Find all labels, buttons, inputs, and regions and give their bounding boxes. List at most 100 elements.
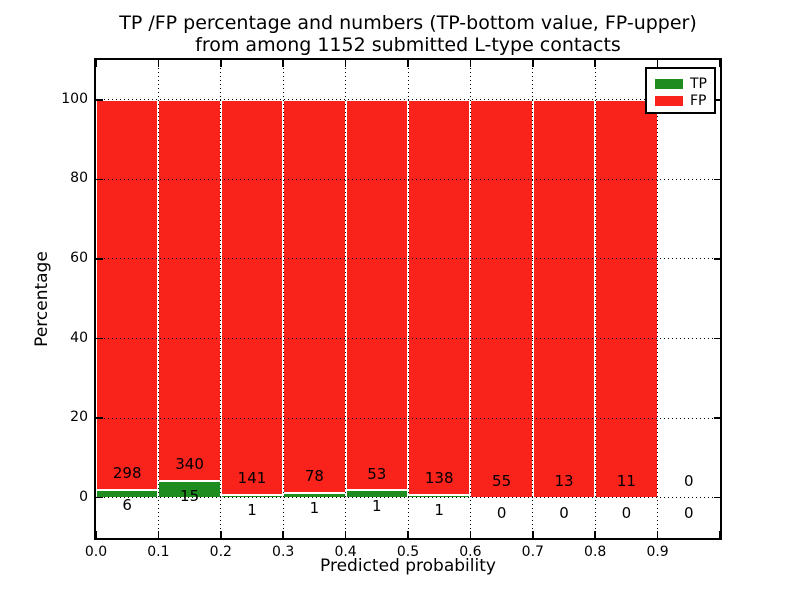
x-tick-mark bbox=[532, 531, 534, 538]
y-tick-label: 60 bbox=[70, 249, 88, 266]
vertical-gridline bbox=[594, 60, 596, 538]
x-tick-mark-top bbox=[594, 60, 596, 67]
fp-count-label: 0 bbox=[684, 472, 694, 491]
chart-title-line1: TP /FP percentage and numbers (TP-bottom… bbox=[119, 12, 697, 34]
y-tick-mark bbox=[96, 178, 103, 181]
y-tick-mark-right bbox=[713, 178, 720, 181]
fp-count-label: 53 bbox=[367, 464, 387, 483]
x-axis-label: Predicted probability bbox=[320, 556, 496, 576]
x-tick-mark-top bbox=[282, 60, 284, 67]
fp-bar-segment bbox=[283, 99, 346, 493]
fp-count-label: 141 bbox=[237, 469, 267, 488]
x-tick-mark bbox=[719, 531, 721, 538]
x-tick-mark bbox=[656, 531, 659, 538]
fp-bar-segment bbox=[532, 99, 596, 498]
fp-count-label: 78 bbox=[304, 467, 324, 486]
fp-bar-segment bbox=[96, 99, 159, 490]
tp-count-label: 1 bbox=[434, 501, 444, 520]
x-tick-label: 0.1 bbox=[147, 544, 170, 560]
fp-count-label: 13 bbox=[554, 472, 574, 491]
fp-bar-segment bbox=[220, 99, 284, 495]
tp-count-label: 0 bbox=[496, 504, 507, 523]
tp-count-label: 6 bbox=[122, 496, 132, 515]
x-tick-label: 0.5 bbox=[396, 544, 420, 560]
tp-legend-label: TP bbox=[690, 75, 707, 92]
y-tick-mark-right bbox=[713, 258, 720, 260]
y-tick-label: 20 bbox=[70, 409, 88, 426]
y-tick-mark-right bbox=[713, 496, 720, 499]
y-tick-label: 80 bbox=[70, 170, 88, 187]
chart-title: TP /FP percentage and numbers (TP-bottom… bbox=[96, 12, 720, 56]
x-tick-label: 0.3 bbox=[272, 544, 295, 560]
fp-bar-segment bbox=[595, 99, 658, 498]
x-tick-mark bbox=[282, 531, 284, 538]
x-tick-mark bbox=[469, 531, 472, 538]
fp-bar-segment bbox=[408, 99, 471, 495]
x-tick-mark-top bbox=[532, 60, 534, 67]
x-tick-mark-top bbox=[719, 60, 721, 67]
x-tick-label: 0.7 bbox=[521, 544, 544, 560]
vertical-gridline bbox=[220, 60, 222, 538]
x-tick-mark-top bbox=[469, 60, 472, 67]
y-tick-mark-right bbox=[713, 99, 720, 101]
x-tick-mark bbox=[220, 531, 222, 538]
vertical-gridline bbox=[532, 60, 534, 538]
vertical-gridline bbox=[345, 60, 347, 538]
y-tick-mark bbox=[96, 258, 103, 260]
y-tick-mark bbox=[96, 337, 103, 340]
x-tick-mark-top bbox=[157, 60, 160, 67]
x-tick-mark-top bbox=[95, 60, 97, 67]
y-tick-mark bbox=[96, 417, 103, 419]
x-tick-mark bbox=[344, 531, 347, 538]
vertical-gridline bbox=[469, 60, 471, 538]
tp-legend-swatch bbox=[655, 78, 683, 89]
x-tick-mark-top bbox=[656, 60, 659, 67]
tp-count-label: 1 bbox=[372, 496, 382, 515]
x-tick-label: 0.4 bbox=[334, 544, 357, 560]
y-tick-label: 40 bbox=[70, 329, 88, 346]
x-tick-label: 0.8 bbox=[584, 544, 607, 560]
fp-count-label: 298 bbox=[112, 464, 142, 483]
fp-count-label: 55 bbox=[492, 472, 512, 491]
fp-count-label: 11 bbox=[616, 472, 636, 491]
x-tick-mark-top bbox=[220, 60, 222, 67]
y-tick-label: 0 bbox=[79, 488, 88, 505]
y-tick-mark-right bbox=[713, 337, 720, 340]
tp-bar-segment bbox=[283, 492, 346, 498]
x-tick-mark bbox=[594, 531, 596, 538]
x-tick-mark bbox=[157, 531, 160, 538]
legend-item-tp: TP bbox=[655, 75, 714, 92]
vertical-gridline bbox=[657, 60, 659, 538]
fp-bar-segment bbox=[470, 99, 533, 498]
y-tick-label: 100 bbox=[61, 90, 88, 107]
tp-count-label: 15 bbox=[180, 487, 200, 506]
x-tick-label: 0.2 bbox=[209, 544, 232, 560]
x-tick-mark-top bbox=[407, 60, 409, 67]
tp-count-label: 1 bbox=[309, 499, 320, 518]
vertical-gridline bbox=[282, 60, 284, 538]
x-tick-label: 0.0 bbox=[84, 544, 108, 560]
legend-item-fp: FP bbox=[655, 92, 714, 109]
fp-legend-swatch bbox=[655, 95, 683, 106]
y-tick-mark bbox=[96, 496, 103, 499]
x-tick-mark bbox=[95, 531, 97, 538]
y-tick-mark-right bbox=[713, 417, 720, 419]
tp-count-label: 0 bbox=[559, 504, 569, 523]
tp-count-label: 1 bbox=[247, 501, 257, 520]
x-tick-mark-top bbox=[344, 60, 347, 67]
tp-bar-segment bbox=[345, 490, 408, 498]
fp-bar-segment bbox=[158, 99, 221, 481]
fp-count-label: 138 bbox=[424, 469, 454, 488]
fp-bar-segment bbox=[345, 99, 408, 491]
legend: TP FP bbox=[645, 67, 716, 114]
fp-legend-label: FP bbox=[690, 92, 707, 109]
x-tick-mark bbox=[407, 531, 409, 538]
vertical-gridline bbox=[407, 60, 409, 538]
x-tick-label: 0.9 bbox=[646, 544, 669, 560]
tp-count-label: 0 bbox=[684, 504, 694, 523]
fp-count-label: 340 bbox=[175, 455, 204, 474]
y-tick-mark bbox=[96, 99, 103, 101]
tp-count-label: 0 bbox=[621, 504, 632, 523]
